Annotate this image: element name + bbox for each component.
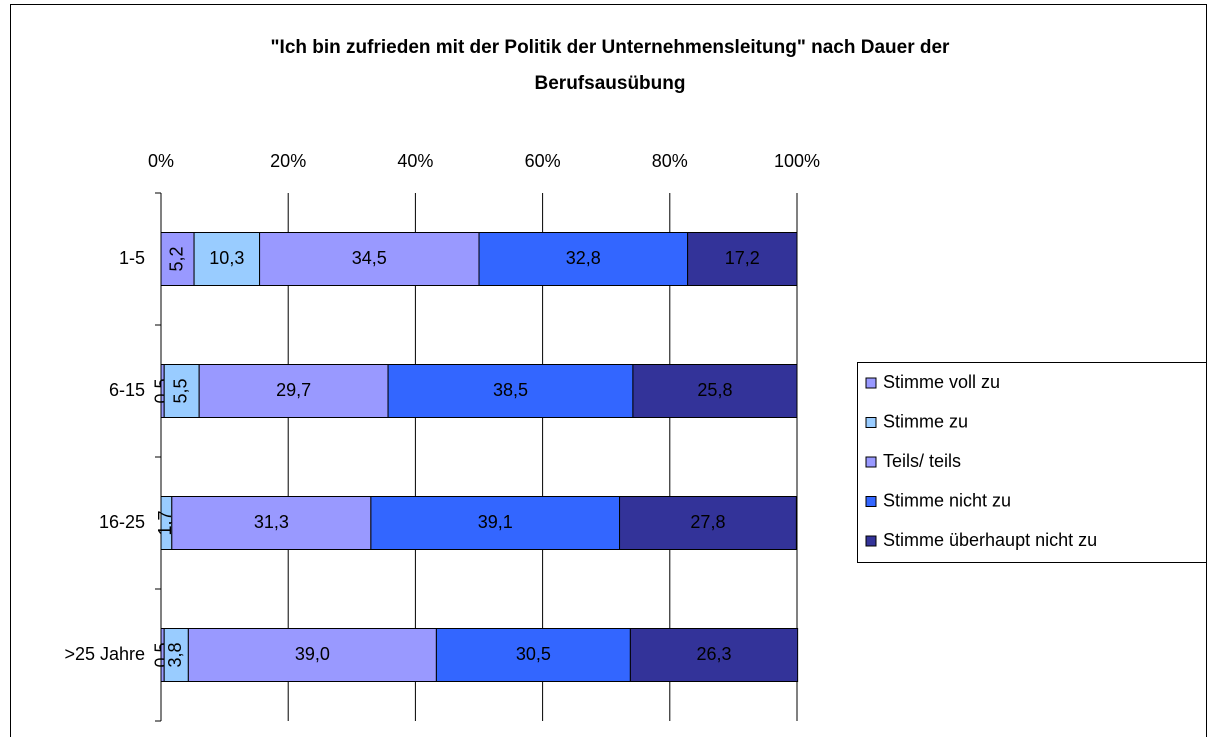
- bar-segment: [259, 232, 480, 286]
- bar-segment: [478, 232, 689, 286]
- bar-segment: [198, 364, 389, 418]
- bar-segment: [619, 496, 797, 550]
- data-label: 30,5: [516, 644, 551, 664]
- data-label: 39,0: [295, 644, 330, 664]
- data-label: 32,8: [566, 248, 601, 268]
- legend-label: Stimme nicht zu: [883, 490, 1011, 510]
- bar-segment: [629, 628, 799, 682]
- legend-swatch: [865, 456, 877, 468]
- bar-segment: [193, 232, 261, 286]
- data-label: 27,8: [690, 512, 725, 532]
- data-label: 5,2: [166, 246, 186, 271]
- data-label: 25,8: [697, 380, 732, 400]
- x-tick-label: 100%: [774, 151, 820, 171]
- bar-segment: [632, 364, 798, 418]
- y-tick-label: 1-5: [119, 248, 145, 268]
- data-label: 3,8: [165, 642, 185, 667]
- x-tick-label: 0%: [148, 151, 174, 171]
- legend-label: Stimme zu: [883, 411, 968, 431]
- x-tick-label: 20%: [270, 151, 306, 171]
- y-tick-label: >25 Jahre: [64, 644, 145, 664]
- data-label: 1,7: [155, 510, 175, 535]
- x-tick-label: 40%: [397, 151, 433, 171]
- legend-label: Stimme überhaupt nicht zu: [883, 530, 1097, 550]
- bar-segment: [370, 496, 621, 550]
- data-label: 5,5: [170, 378, 190, 403]
- bar-segment: [687, 232, 798, 286]
- data-label: 17,2: [725, 248, 760, 268]
- chart-title: "Ich bin zufrieden mit der Politik der U…: [271, 37, 951, 94]
- legend-swatch: [865, 377, 877, 389]
- data-label: 34,5: [352, 248, 387, 268]
- data-label: 38,5: [493, 380, 528, 400]
- legend-box: [857, 362, 1207, 563]
- data-label: 31,3: [254, 512, 289, 532]
- legend-swatch: [865, 496, 877, 507]
- bar-segment: [171, 496, 372, 550]
- title-group: "Ich bin zufrieden mit der Politik der U…: [271, 37, 951, 94]
- x-tick-label: 60%: [525, 151, 561, 171]
- legend-label: Stimme voll zu: [883, 372, 1000, 392]
- y-tick-label: 6-15: [109, 380, 145, 400]
- bar-segment: [163, 628, 189, 682]
- data-label: 29,7: [276, 380, 311, 400]
- bar-segment: [387, 364, 634, 418]
- data-label: 10,3: [209, 248, 244, 268]
- bar-segment: [435, 628, 631, 682]
- legend-label: Teils/ teils: [883, 451, 961, 471]
- y-tick-label: 16-25: [99, 512, 145, 532]
- bar-segment: [160, 232, 195, 286]
- legend-swatch: [865, 535, 877, 547]
- data-label: 26,3: [696, 644, 731, 664]
- x-tick-label: 80%: [652, 151, 688, 171]
- data-label: 39,1: [478, 512, 513, 532]
- legend-swatch: [865, 417, 877, 428]
